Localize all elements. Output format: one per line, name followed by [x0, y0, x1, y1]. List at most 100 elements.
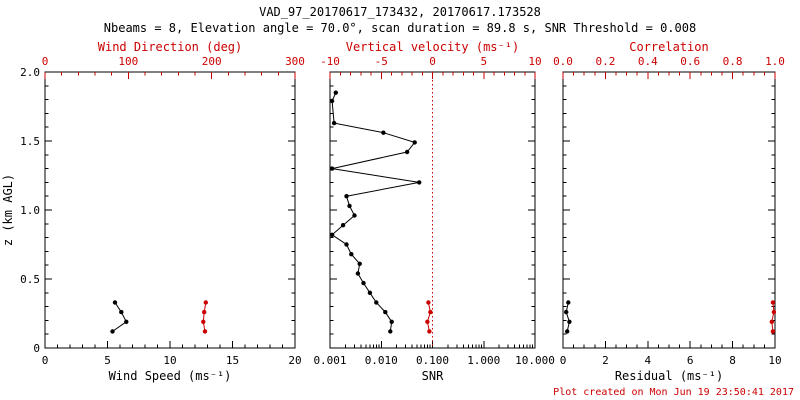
residual-panel-top-axis-title: Correlation [629, 40, 708, 54]
top-tick-label: 0 [429, 55, 436, 68]
y-tick-label: 1.5 [20, 135, 40, 148]
plot-frame [562, 71, 776, 349]
panel-residual-panel: 0 2 4 6 8 10 Residual (ms⁻¹) 0.0 0.2 0.4 0.6 0.8 1.0… [553, 40, 785, 383]
bottom-tick-label: 1.000 [467, 354, 500, 367]
wind-direction-point [202, 309, 207, 315]
wind-panel-bottom-axis-title: Wind Speed (ms⁻¹) [109, 369, 232, 383]
bottom-tick-label: 4 [644, 354, 651, 367]
snr-profile-point [347, 203, 352, 209]
wind-direction-point [203, 300, 208, 305]
vertical-velocity-point [425, 319, 430, 324]
bottom-tick-label: 10 [768, 354, 781, 367]
bottom-tick-label: 15 [226, 354, 239, 367]
snr-profile-point [344, 194, 349, 199]
top-tick-label: 0.2 [595, 55, 615, 68]
plot-created-timestamp: Plot created on Mon Jun 19 23:50:41 2017 [553, 387, 794, 398]
residual-panel-bottom-axis-title: Residual (ms⁻¹) [615, 369, 723, 383]
bottom-tick-label: 0 [42, 354, 49, 367]
snr-profile-point [361, 280, 366, 286]
bottom-tick-label: 0.010 [365, 354, 398, 367]
snr-profile-point [388, 329, 393, 334]
plot-title: VAD_97_20170617_173432, 20170617.173528 [259, 5, 541, 19]
wind-speed-point [112, 300, 118, 305]
snr-profile-point [344, 242, 349, 247]
vertical-velocity-point [428, 309, 433, 315]
series-wind-speed [110, 300, 129, 334]
y-tick-label: 1.0 [20, 204, 40, 217]
series-snr-profile [329, 90, 422, 334]
y-tick-label: 0 [33, 342, 40, 355]
series-correlation [769, 300, 777, 334]
wind-speed-point [119, 309, 124, 315]
top-tick-label: -5 [375, 55, 388, 68]
snr-profile-point [383, 309, 388, 315]
snr-profile-point [367, 290, 373, 295]
correlation-point [770, 300, 776, 305]
panel-snr-panel: 0.001 0.010 0.100 1.000 10.000 SNR -10 -5 0 5 10 Ve… [313, 40, 554, 383]
correlation-point [770, 329, 776, 334]
series-vertical-velocity [425, 300, 433, 334]
top-tick-label: 0.8 [723, 55, 743, 68]
snr-panel-top-axis-title: Vertical velocity (ms⁻¹) [346, 40, 519, 54]
y-tick-label: 2.0 [20, 66, 40, 79]
snr-profile-point [412, 140, 417, 145]
snr-profile-point [329, 232, 335, 237]
top-tick-label: -10 [320, 55, 340, 68]
top-tick-label: 10 [528, 55, 541, 68]
snr-profile-point [340, 223, 346, 228]
snr-profile-point [329, 98, 335, 104]
top-tick-label: 0 [42, 55, 49, 68]
bottom-tick-label: 5 [104, 354, 111, 367]
top-tick-label: 1.0 [765, 55, 785, 68]
top-tick-label: 5 [480, 55, 487, 68]
plot-frame [44, 71, 296, 349]
panel-wind-panel: 0 5 10 15 20 Wind Speed (ms⁻¹) 0 100 200 300 Wind … [1, 40, 305, 383]
bottom-tick-label: 8 [729, 354, 736, 367]
snr-profile-point [389, 319, 394, 324]
residual-point [567, 319, 572, 324]
vertical-velocity-point [426, 300, 431, 305]
wind-panel-top-axis-title: Wind Direction (deg) [98, 40, 243, 54]
top-tick-label: 0.0 [553, 55, 573, 68]
top-tick-label: 0.6 [680, 55, 700, 68]
snr-profile-point [329, 166, 335, 171]
bottom-tick-label: 0 [560, 354, 567, 367]
snr-profile-point [404, 149, 410, 155]
plot-subtitle: Nbeams = 8, Elevation angle = 70.0°, sca… [103, 21, 697, 35]
bottom-tick-label: 6 [687, 354, 694, 367]
snr-panel-bottom-axis-title: SNR [422, 369, 444, 383]
snr-profile-point [331, 120, 337, 126]
bottom-tick-label: 10 [163, 354, 176, 367]
snr-profile-point [355, 271, 361, 276]
series-wind-direction [201, 300, 208, 334]
correlation-point [771, 309, 777, 315]
snr-profile-point [357, 261, 362, 266]
wind-direction-point [201, 319, 206, 324]
snr-profile-point [349, 252, 354, 257]
bottom-tick-label: 20 [288, 354, 301, 367]
bottom-tick-label: 0.001 [313, 354, 346, 367]
snr-profile-point [333, 90, 338, 95]
top-tick-label: 300 [285, 55, 305, 68]
residual-point [564, 309, 569, 315]
residual-point [566, 300, 571, 305]
title-block: VAD_97_20170617_173432, 20170617.173528 … [0, 4, 800, 36]
y-tick-label: 0.5 [20, 273, 40, 286]
top-tick-label: 0.4 [638, 55, 658, 68]
top-tick-label: 200 [202, 55, 222, 68]
snr-profile-point [374, 300, 379, 305]
vertical-velocity-point [427, 329, 432, 334]
snr-profile-point [417, 180, 422, 185]
top-tick-label: 100 [118, 55, 138, 68]
wind-speed-point [124, 319, 129, 324]
residual-point [565, 329, 570, 334]
wind-speed-point [110, 329, 115, 334]
wind-direction-point [202, 329, 208, 334]
bottom-tick-label: 2 [602, 354, 609, 367]
correlation-point [769, 319, 774, 324]
bottom-tick-label: 10.000 [515, 354, 555, 367]
y-axis-title: z (km AGL) [1, 174, 15, 246]
snr-profile-point [352, 213, 357, 218]
